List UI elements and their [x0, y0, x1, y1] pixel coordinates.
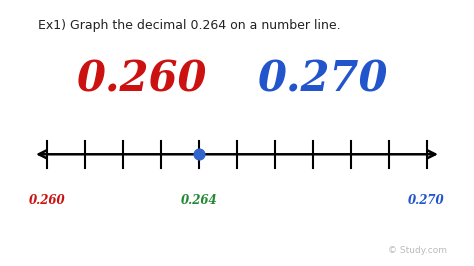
Text: 0.260: 0.260: [29, 194, 66, 207]
Text: Ex1) Graph the decimal 0.264 on a number line.: Ex1) Graph the decimal 0.264 on a number…: [38, 19, 340, 32]
Text: © Study.com: © Study.com: [388, 246, 447, 255]
Text: 0.270: 0.270: [257, 59, 388, 101]
Text: 0.264: 0.264: [181, 194, 218, 207]
Point: [195, 152, 203, 156]
Text: 0.260: 0.260: [77, 59, 208, 101]
Text: 0.270: 0.270: [408, 194, 445, 207]
